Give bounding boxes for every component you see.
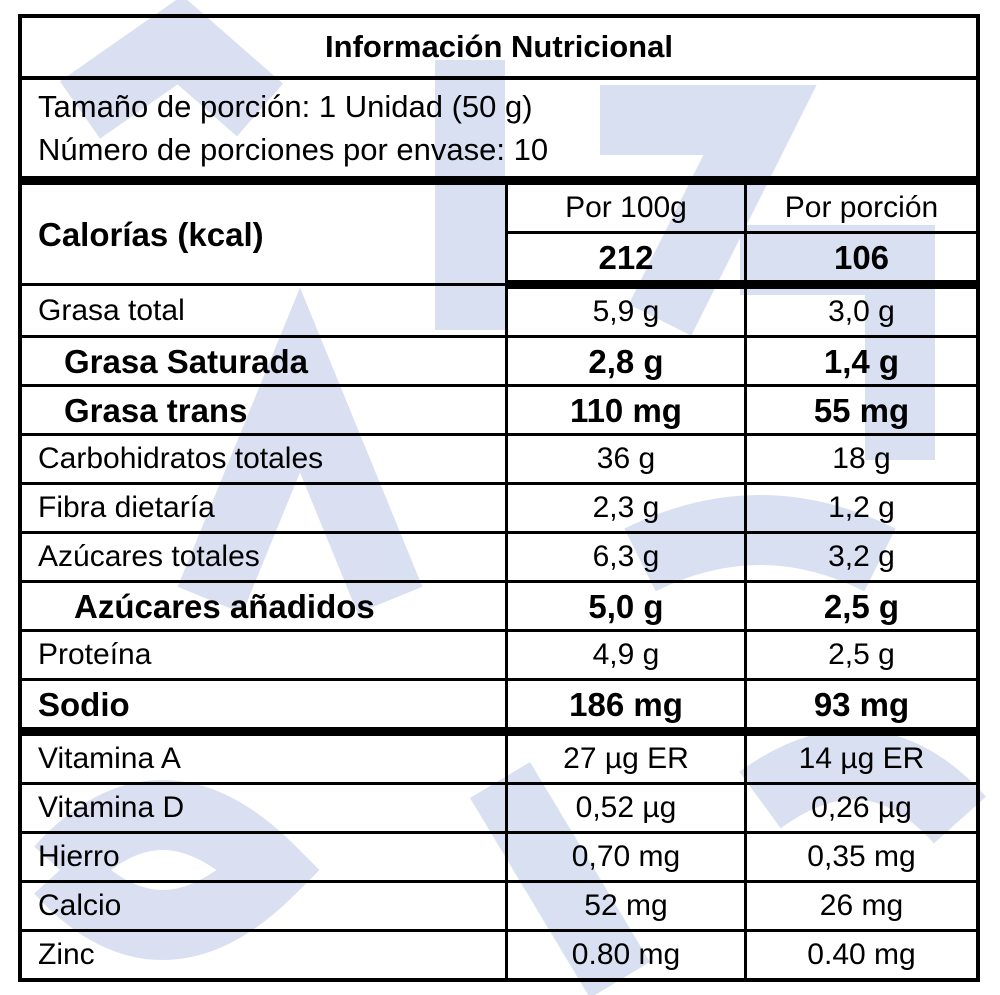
nutrient-row: Azúcares totales 6,3 g 3,2 g — [22, 531, 976, 583]
nutrient-row: Grasa total 5,9 g 3,0 g — [22, 283, 976, 338]
nutrient-row: Vitamina D 0,52 µg 0,26 µg — [22, 782, 976, 834]
nutrient-perserving: 0,26 µg — [744, 782, 976, 834]
nutrient-per100: 52 mg — [505, 880, 747, 932]
nutrient-per100: 36 g — [505, 433, 747, 485]
nutrient-table: Calorías (kcal) Por 100g Por porción 212… — [22, 185, 976, 978]
nutrient-row: Carbohidratos totales 36 g 18 g — [22, 433, 976, 485]
nutrient-name: Proteína — [22, 629, 508, 681]
nutrient-row: Zinc 0.80 mg 0.40 mg — [22, 929, 976, 978]
nutrient-perserving: 14 µg ER — [744, 730, 976, 785]
nutrient-name: Fibra dietaría — [22, 482, 508, 534]
nutrient-per100: 0,70 mg — [505, 831, 747, 883]
nutrient-per100: 5,9 g — [505, 283, 747, 338]
serving-size: Tamaño de porción: 1 Unidad (50 g) — [38, 89, 533, 124]
nutrient-per100: 2,8 g — [505, 335, 747, 387]
nutrient-name: Vitamina D — [22, 782, 508, 834]
nutrient-per100: 0,52 µg — [505, 782, 747, 834]
nutrient-perserving: 55 mg — [744, 384, 976, 436]
nutrient-name: Grasa total — [22, 283, 508, 338]
nutrient-row: Grasa Saturada 2,8 g 1,4 g — [22, 335, 976, 387]
serving-info: Tamaño de porción: 1 Unidad (50 g) Númer… — [22, 80, 976, 185]
nutrient-row: Hierro 0,70 mg 0,35 mg — [22, 831, 976, 883]
nutrient-name: Carbohidratos totales — [22, 433, 508, 485]
calories-label: Calorías (kcal) — [22, 185, 508, 286]
nutrient-perserving: 26 mg — [744, 880, 976, 932]
nutrient-row: Proteína 4,9 g 2,5 g — [22, 629, 976, 681]
nutrient-name: Hierro — [22, 831, 508, 883]
nutrient-row: Calcio 52 mg 26 mg — [22, 880, 976, 932]
calories-per100: 212 — [506, 231, 747, 289]
nutrient-per100: 186 mg — [505, 678, 747, 736]
nutrient-name: Azúcares añadidos — [22, 580, 508, 632]
nutrient-per100: 5,0 g — [505, 580, 747, 632]
nutrient-row: Fibra dietaría 2,3 g 1,2 g — [22, 482, 976, 534]
column-header-perserving: Por porción — [744, 185, 976, 234]
nutrient-per100: 6,3 g — [505, 531, 747, 583]
nutrient-perserving: 0.40 mg — [744, 929, 976, 978]
nutrient-row: Vitamina A 27 µg ER 14 µg ER — [22, 730, 976, 785]
nutrient-perserving: 2,5 g — [744, 580, 976, 632]
nutrient-perserving: 0,35 mg — [744, 831, 976, 883]
calories-perserving: 106 — [744, 231, 976, 289]
nutrient-name: Grasa trans — [22, 384, 508, 436]
nutrient-name: Grasa Saturada — [22, 335, 508, 387]
nutrient-per100: 0.80 mg — [505, 929, 747, 978]
column-header-row: Calorías (kcal) Por 100g Por porción — [22, 185, 976, 286]
nutrient-name: Vitamina A — [22, 730, 508, 785]
nutrient-name: Sodio — [22, 678, 508, 736]
nutrient-perserving: 18 g — [744, 433, 976, 485]
nutrient-per100: 27 µg ER — [505, 730, 747, 785]
nutrient-per100: 110 mg — [505, 384, 747, 436]
nutrition-facts-label: Información Nutricional Tamaño de porció… — [18, 14, 980, 982]
nutrient-perserving: 1,2 g — [744, 482, 976, 534]
column-header-per100: Por 100g — [505, 185, 747, 234]
nutrient-row: Grasa trans 110 mg 55 mg — [22, 384, 976, 436]
nutrient-perserving: 3,2 g — [744, 531, 976, 583]
nutrient-perserving: 93 mg — [744, 678, 976, 736]
nutrient-name: Zinc — [22, 929, 508, 978]
servings-per-container: Número de porciones por envase: 10 — [38, 132, 549, 167]
nutrient-row: Sodio 186 mg 93 mg — [22, 678, 976, 736]
nutrient-perserving: 1,4 g — [744, 335, 976, 387]
nutrient-name: Azúcares totales — [22, 531, 508, 583]
label-title: Información Nutricional — [22, 18, 976, 80]
nutrient-perserving: 3,0 g — [744, 283, 976, 338]
nutrient-row: Azúcares añadidos 5,0 g 2,5 g — [22, 580, 976, 632]
nutrient-per100: 2,3 g — [505, 482, 747, 534]
nutrient-perserving: 2,5 g — [744, 629, 976, 681]
nutrient-name: Calcio — [22, 880, 508, 932]
nutrient-per100: 4,9 g — [505, 629, 747, 681]
